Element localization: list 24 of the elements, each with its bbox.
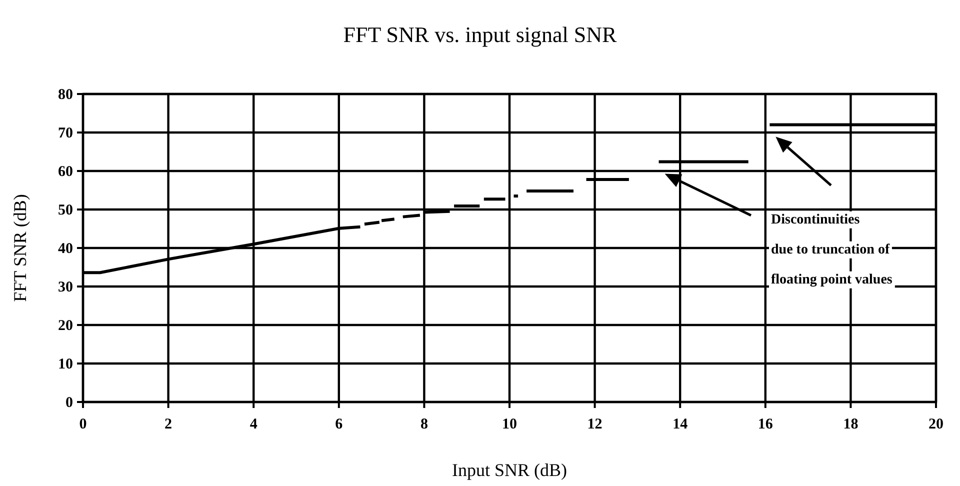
x-tick-label: 8 [420, 416, 428, 433]
y-tick-label: 70 [58, 125, 73, 142]
annotation: Discontinuities due to truncation of floating point values [771, 212, 893, 288]
y-tick-label: 30 [58, 279, 73, 296]
x-tick-label: 20 [928, 416, 944, 433]
x-tick-label: 0 [79, 416, 87, 433]
y-tick-label: 10 [58, 356, 73, 372]
x-tick-label: 18 [843, 416, 858, 433]
x-tick-label: 4 [250, 416, 258, 433]
chart-title: FFT SNR vs. input signal SNR [343, 22, 618, 47]
y-tick-label: 40 [58, 240, 73, 257]
x-axis-title: Input SNR (dB) [452, 460, 568, 480]
y-tick-label: 0 [66, 394, 73, 411]
y-tick-label: 50 [58, 202, 73, 218]
x-tick-label: 12 [587, 416, 602, 433]
y-tick-label: 60 [58, 164, 73, 180]
x-tick-label: 14 [672, 416, 688, 433]
y-tick-label: 80 [58, 86, 73, 103]
x-tick-label: 10 [502, 416, 517, 433]
x-tick-label: 16 [758, 416, 774, 433]
x-tick-label: 6 [335, 416, 344, 433]
y-tick-label: 20 [58, 318, 73, 334]
y-axis-title: FFT SNR (dB) [10, 194, 30, 302]
x-tick-label: 2 [164, 416, 172, 433]
